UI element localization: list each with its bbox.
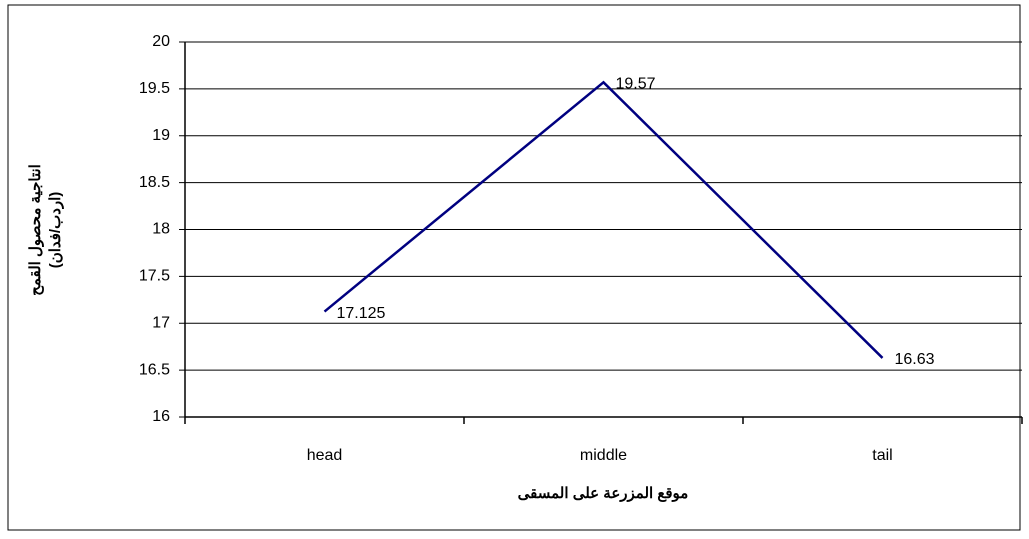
chart-border: [7, 4, 1021, 531]
y-tick-label: 17.5: [139, 268, 170, 285]
x-tick-label: head: [307, 447, 343, 464]
x-tick-label: middle: [580, 447, 627, 464]
y-tick-label: 16.5: [139, 361, 170, 378]
data-line: [323, 80, 884, 359]
y-tick-label: 20: [152, 33, 170, 50]
y-tick-label: 19: [152, 127, 170, 144]
data-label: 16.63: [895, 351, 935, 368]
x-axis-label: موقع المزرعة على المسقى: [518, 485, 689, 502]
y-tick-label: 19.5: [139, 80, 170, 97]
data-label: 17.125: [337, 305, 386, 322]
y-axis-label: انتاجية محصول القمح: [27, 164, 44, 296]
data-label: 19.57: [616, 76, 656, 93]
y-tick-label: 17: [152, 314, 170, 331]
x-tick-label: tail: [872, 447, 892, 464]
y-tick-label: 18.5: [139, 174, 170, 191]
y-axis-label: (اردب/فدان): [47, 192, 64, 269]
y-tick-label: 16: [152, 408, 170, 425]
y-tick-label: 18: [152, 221, 170, 238]
